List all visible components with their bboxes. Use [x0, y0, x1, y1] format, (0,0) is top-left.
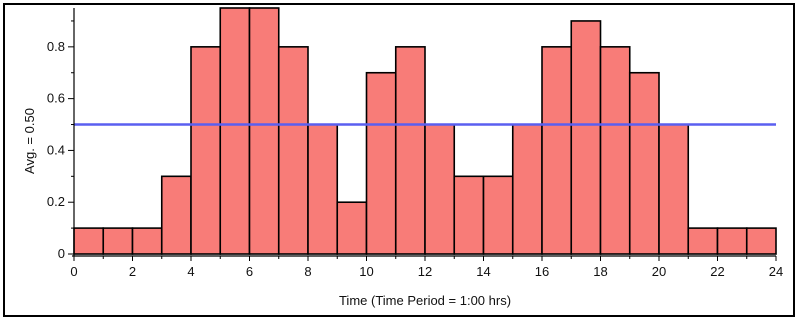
- x-tick-label: 6: [246, 264, 253, 279]
- y-tick-label: 0: [58, 246, 65, 261]
- histogram-bar: [73, 227, 105, 255]
- histogram-bar: [453, 175, 485, 255]
- histogram-bar: [599, 46, 631, 255]
- histogram-bar: [190, 46, 222, 255]
- histogram-bar: [687, 227, 719, 255]
- x-tick-label: 12: [418, 264, 432, 279]
- x-tick-label: 14: [476, 264, 490, 279]
- y-axis-title: Avg. = 0.50: [22, 108, 37, 174]
- x-tick-label: 18: [593, 264, 607, 279]
- y-tick-label: 0.6: [47, 91, 65, 106]
- histogram-bar: [658, 123, 690, 255]
- histogram-bar: [248, 7, 280, 255]
- x-tick-label: 24: [769, 264, 783, 279]
- histogram-bar: [277, 46, 309, 255]
- histogram-bar: [131, 227, 163, 255]
- y-tick-label: 0.8: [47, 39, 65, 54]
- x-tick-label: 8: [304, 264, 311, 279]
- x-tick-label: 16: [535, 264, 549, 279]
- histogram-bar: [482, 175, 514, 255]
- x-tick-label: 2: [129, 264, 136, 279]
- histogram-bar: [307, 123, 339, 255]
- bars-group: [73, 7, 777, 255]
- histogram-bar: [716, 227, 748, 255]
- histogram-bar: [511, 123, 543, 255]
- histogram-bar: [541, 46, 573, 255]
- histogram-bar: [219, 7, 251, 255]
- histogram-bar: [394, 46, 426, 255]
- histogram-bar: [336, 201, 368, 255]
- x-tick-label: 10: [359, 264, 373, 279]
- histogram-bar: [570, 20, 602, 255]
- histogram-bar: [745, 227, 777, 255]
- x-tick-label: 22: [710, 264, 724, 279]
- histogram-bar: [160, 175, 192, 255]
- histogram-bar: [424, 123, 456, 255]
- histogram-bar: [365, 71, 397, 255]
- y-tick-label: 0.2: [47, 194, 65, 209]
- x-axis-title: Time (Time Period = 1:00 hrs): [339, 293, 511, 308]
- histogram-bar: [628, 71, 660, 255]
- y-tick-label: 0.4: [47, 142, 65, 157]
- x-tick-label: 4: [187, 264, 194, 279]
- x-tick-label: 20: [652, 264, 666, 279]
- x-tick-label: 0: [70, 264, 77, 279]
- histogram-bar: [102, 227, 134, 255]
